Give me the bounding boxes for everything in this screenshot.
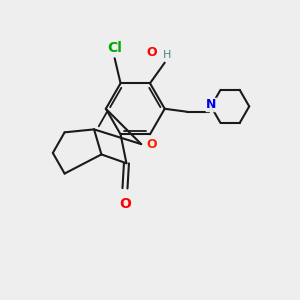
Text: Cl: Cl — [107, 41, 122, 55]
Text: O: O — [147, 46, 158, 59]
Text: H: H — [163, 50, 172, 60]
Text: N: N — [206, 98, 217, 111]
Text: O: O — [119, 197, 131, 211]
Text: O: O — [146, 138, 157, 151]
